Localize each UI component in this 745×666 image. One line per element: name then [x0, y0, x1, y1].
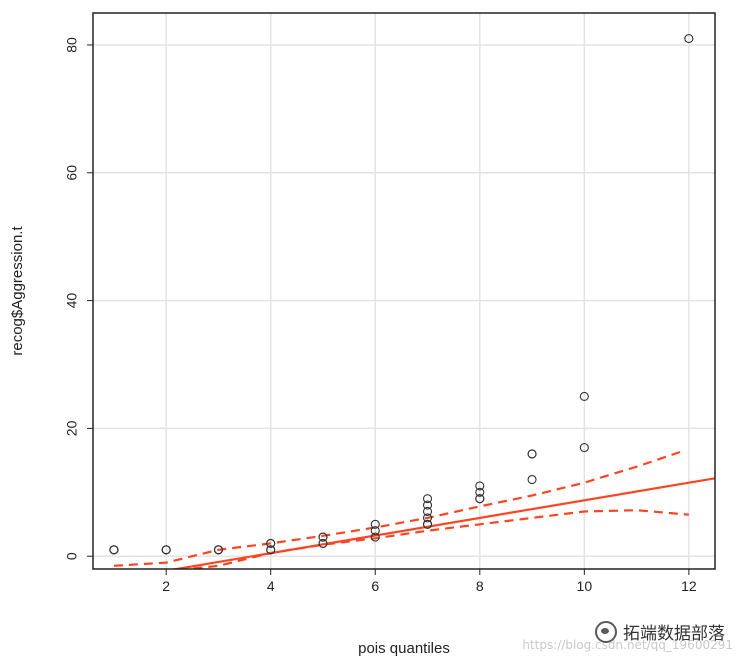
y-tick-label: 0: [64, 552, 80, 560]
data-points: [109, 34, 694, 555]
y-tick-label: 40: [64, 293, 80, 309]
fit-line-path: [170, 477, 715, 569]
data-point: [475, 487, 485, 497]
x-tick-label: 12: [681, 578, 697, 594]
data-point: [422, 519, 433, 529]
data-point: [422, 506, 433, 517]
x-axis-label: pois quantiles: [358, 640, 450, 657]
data-point: [579, 443, 589, 453]
data-point: [318, 538, 328, 548]
envelope-lines: [113, 449, 689, 569]
y-tick-label: 80: [64, 37, 80, 53]
x-tick-label: 6: [371, 578, 379, 594]
envelope-upper-line: [113, 449, 684, 567]
wechat-icon: [595, 620, 617, 643]
y-tick-label: 20: [64, 420, 80, 436]
x-tick-label: 8: [476, 578, 484, 594]
data-point: [422, 494, 433, 504]
x-tick-label: 10: [577, 578, 593, 594]
fit-line: [170, 477, 715, 569]
data-point: [475, 481, 485, 491]
data-point: [579, 391, 589, 401]
data-point: [370, 532, 380, 542]
data-point: [527, 474, 537, 485]
source-badge: 拓端数据部落: [595, 619, 725, 644]
y-tick-label: 60: [64, 165, 80, 181]
envelope-lower-line: [177, 509, 689, 569]
data-point: [684, 34, 694, 44]
data-point: [422, 500, 433, 510]
data-point: [266, 545, 276, 555]
data-point: [370, 526, 380, 536]
grid-lines: [93, 13, 715, 569]
x-tick-label: 2: [162, 578, 170, 594]
data-point: [109, 545, 119, 555]
x-tick-label: 4: [267, 578, 275, 594]
data-point: [318, 532, 328, 542]
data-point: [266, 538, 276, 548]
data-point: [370, 519, 380, 529]
data-point: [213, 545, 223, 555]
data-point: [527, 449, 537, 459]
watermark-url: https://blog.csdn.net/qq_19600291: [522, 638, 733, 652]
plot-frame: [92, 12, 716, 570]
data-point: [422, 513, 433, 523]
y-axis-label: recog$Aggression.t: [9, 226, 26, 356]
y-axis-ticks: 0 20 40 60 80: [64, 37, 93, 560]
x-axis-ticks: 2 4 6 8 10 12: [162, 569, 697, 594]
badge-label: 拓端数据部落: [623, 624, 725, 644]
data-point: [161, 545, 171, 555]
data-point: [475, 494, 485, 504]
